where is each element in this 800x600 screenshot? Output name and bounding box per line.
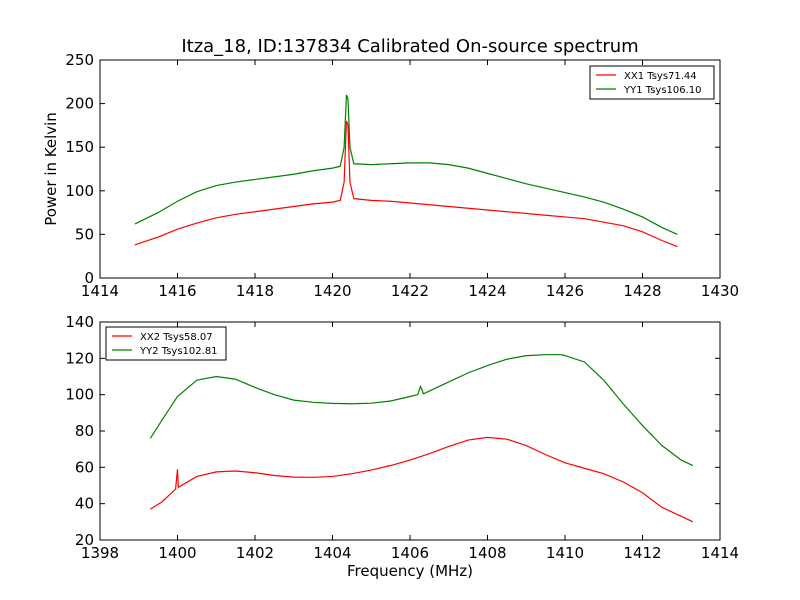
series-line-1-2: [134, 94, 678, 235]
y-tick-label: 0: [84, 269, 94, 287]
legend-entry: XX1 Tsys71.44: [624, 71, 697, 82]
x-tick-label: 1420: [313, 282, 351, 300]
x-tick-label: 1428: [623, 282, 661, 300]
y-axis-label: Power in Kelvin: [42, 112, 60, 226]
x-tick-label: 1412: [623, 544, 661, 562]
x-tick-label: 1404: [313, 544, 351, 562]
x-tick-label: 1414: [701, 544, 739, 562]
x-tick-label: 1402: [236, 544, 274, 562]
legend-entry: XX2 Tsys58.07: [140, 332, 213, 343]
y-tick-label: 250: [65, 51, 94, 69]
y-tick-label: 60: [75, 458, 94, 476]
x-tick-label: 1416: [158, 282, 196, 300]
y-tick-label: 150: [65, 138, 94, 156]
y-tick-label: 100: [65, 182, 94, 200]
y-tick-label: 100: [65, 386, 94, 404]
legend-box: [589, 65, 715, 100]
y-tick-label: 40: [75, 495, 94, 513]
x-tick-label: 1418: [236, 282, 274, 300]
series-line-2-1: [150, 436, 694, 523]
x-tick-label: 1410: [546, 544, 584, 562]
legend-2: XX2 Tsys58.07 YY2 Tsys102.81: [105, 326, 227, 361]
x-tick-label: 1406: [391, 544, 429, 562]
legend-1: XX1 Tsys71.44 YY1 Tsys106.10: [589, 65, 715, 100]
legend-box: [105, 326, 227, 361]
legend-entry: YY2 Tsys102.81: [139, 346, 218, 357]
y-tick-label: 140: [65, 313, 94, 331]
y-tick-label: 20: [75, 531, 94, 549]
x-tick-label: 1424: [468, 282, 506, 300]
subplot-1: 1414 1416 1418 1420 1422 1424 1426 1428 1430 0 50 1…: [42, 51, 739, 300]
legend-entry: YY1 Tsys106.10: [623, 85, 702, 96]
y-tick-label: 80: [75, 422, 94, 440]
x-tick-label: 1430: [701, 282, 739, 300]
y-tick-label: 120: [65, 349, 94, 367]
series-line-2-2: [149, 354, 694, 467]
chart-title: Itza_18, ID:137834 Calibrated On-source …: [181, 36, 638, 57]
x-tick-label: 1414: [81, 282, 119, 300]
subplot-2: 1398 1400 1402 1404 1406 1408 1410 1412 1414 20 40…: [65, 313, 739, 580]
x-tick-label: 1400: [158, 544, 196, 562]
x-axis-label: Frequency (MHz): [347, 562, 473, 580]
x-tick-label: 1398: [81, 544, 119, 562]
x-tick-label: 1426: [546, 282, 584, 300]
x-tick-label: 1422: [391, 282, 429, 300]
y-tick-label: 50: [75, 225, 94, 243]
y-tick-label: 200: [65, 95, 94, 113]
series-line-1-1: [134, 120, 678, 248]
x-tick-label: 1408: [468, 544, 506, 562]
